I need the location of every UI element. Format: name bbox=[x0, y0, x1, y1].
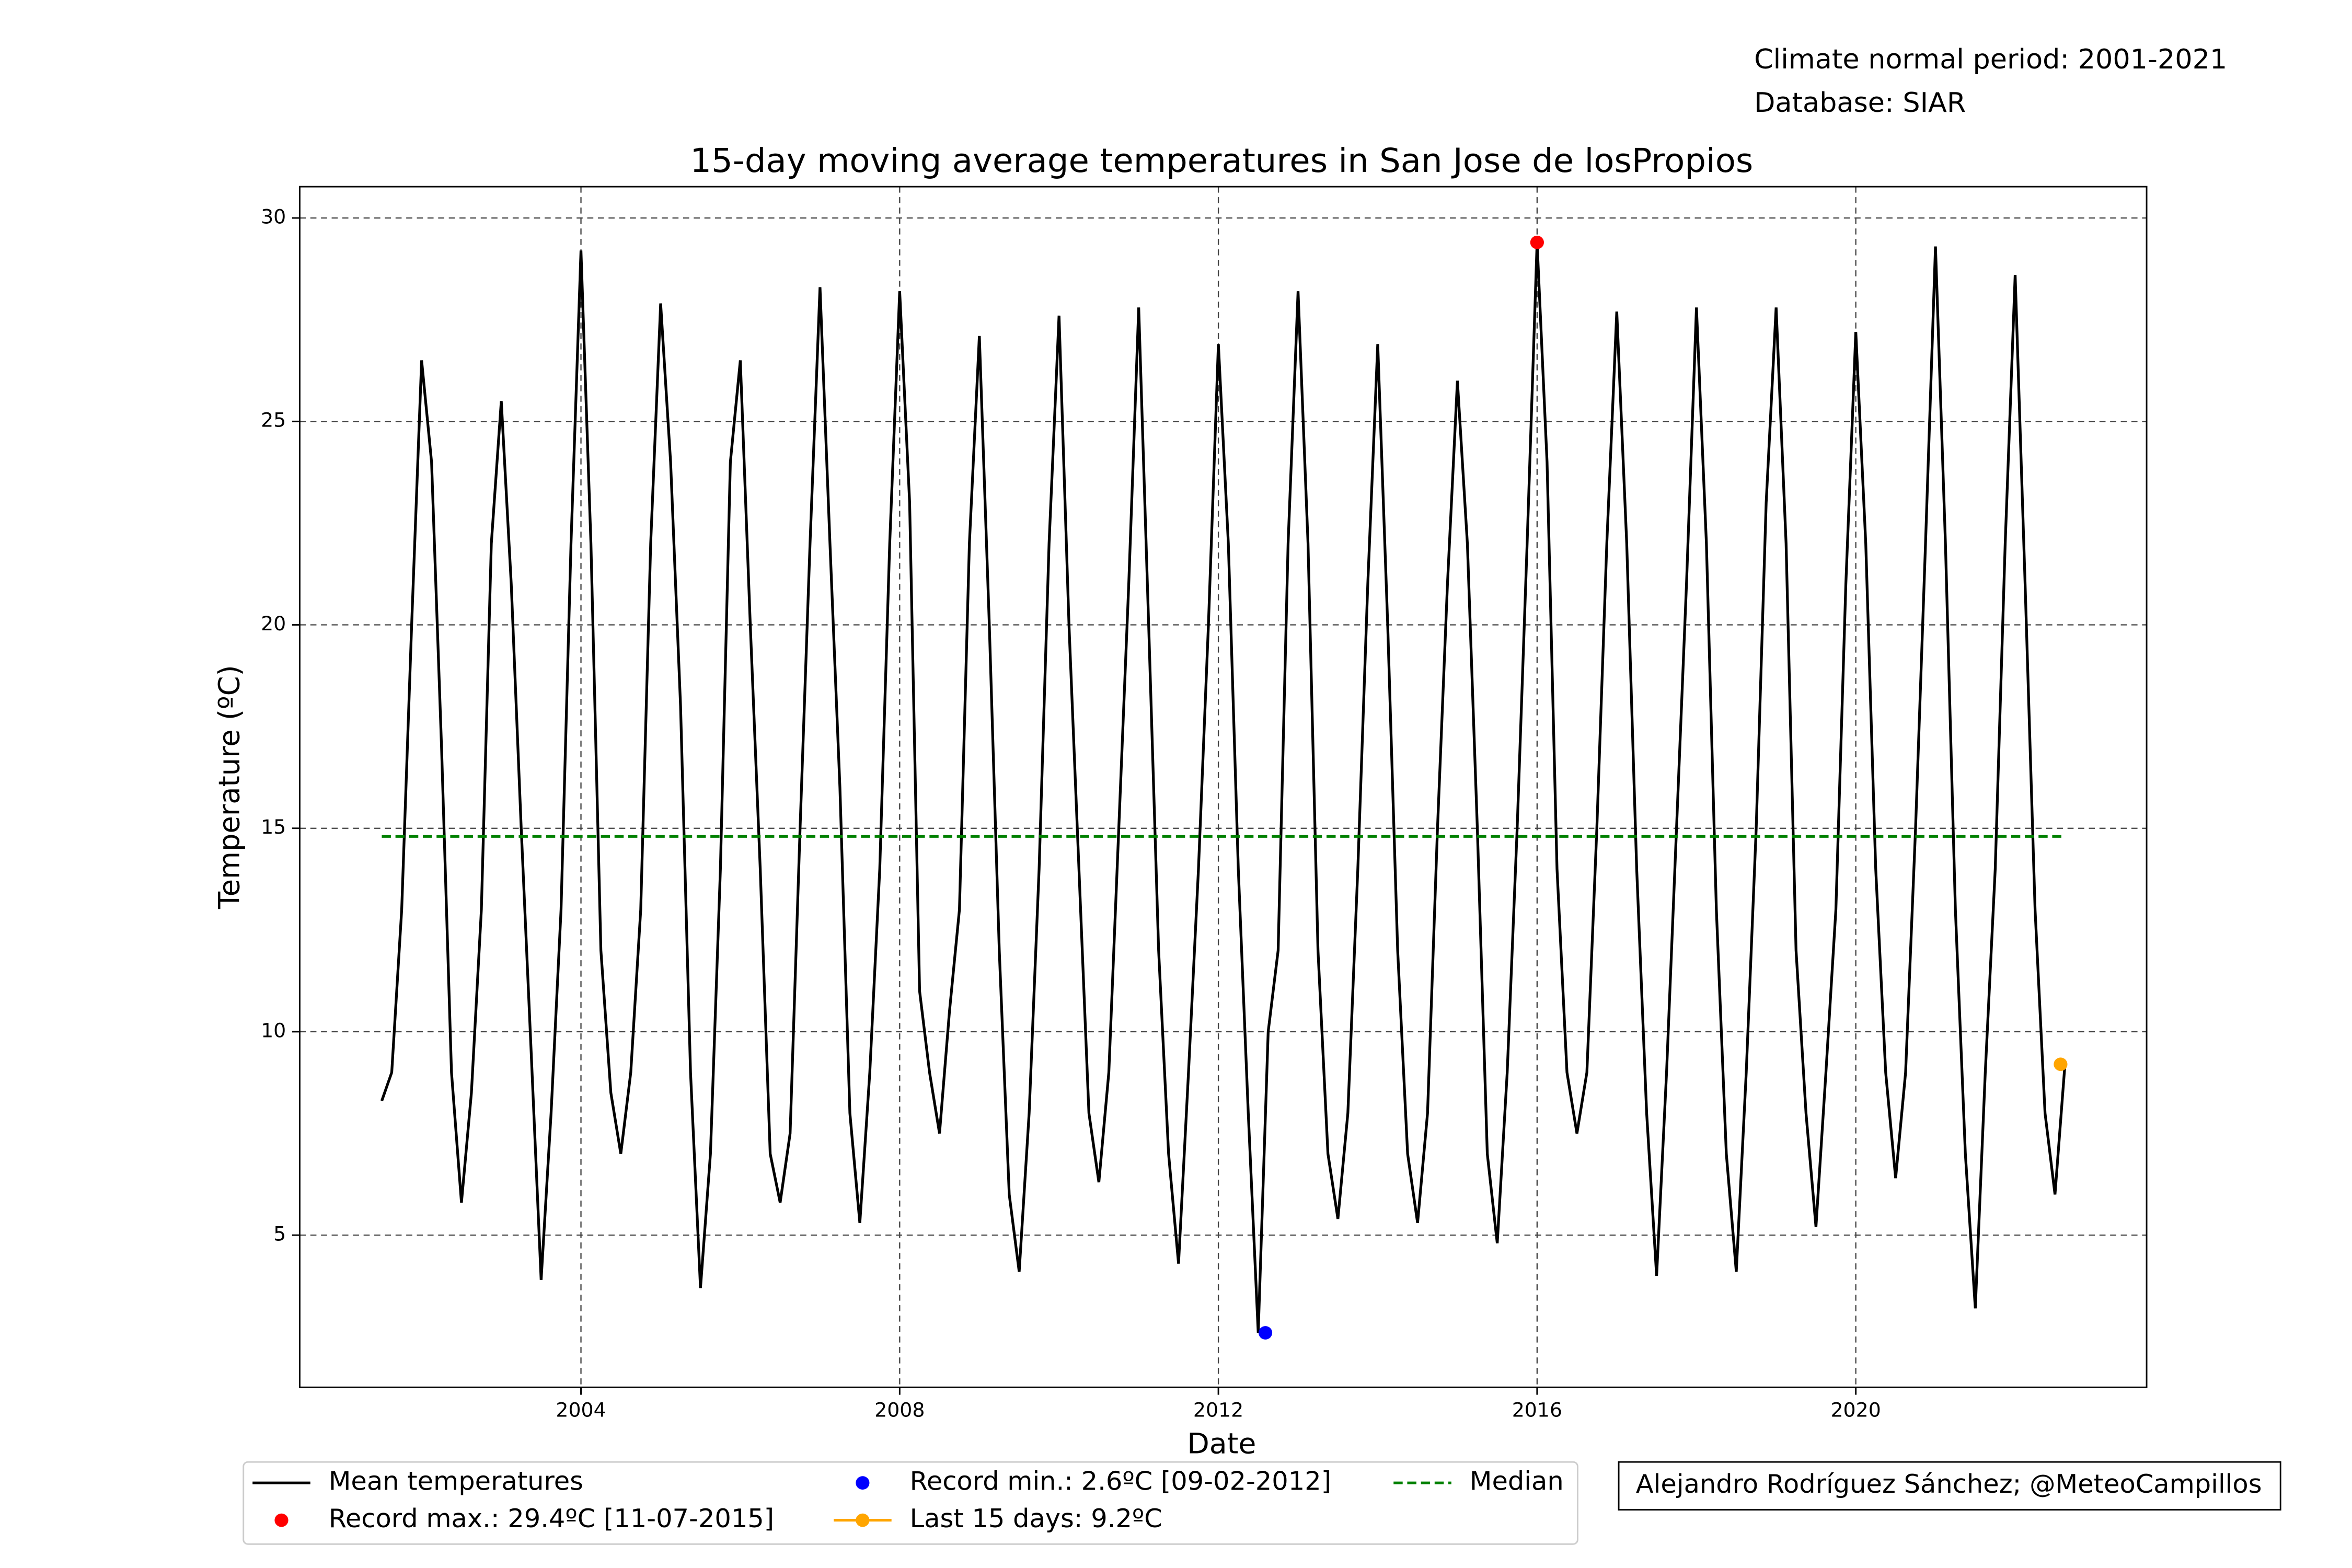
credit-box bbox=[1618, 1461, 2281, 1511]
legend-swatch bbox=[274, 1513, 289, 1527]
legend-box bbox=[243, 1461, 1578, 1545]
note: Database: SIAR bbox=[1754, 87, 1966, 118]
plot-frame bbox=[298, 186, 2148, 1388]
x-tick-label: 2012 bbox=[1193, 1399, 1243, 1422]
x-tick-label: 2020 bbox=[1830, 1399, 1881, 1422]
credit: Alejandro Rodríguez Sánchez; @MeteoCampi… bbox=[1636, 1469, 2262, 1499]
data-point bbox=[1530, 235, 1544, 249]
y-tick-label: 20 bbox=[261, 612, 286, 635]
y-tick-label: 25 bbox=[261, 409, 286, 432]
legend-label: Mean temperatures bbox=[329, 1466, 583, 1496]
x-tick-label: 2008 bbox=[874, 1399, 925, 1422]
data-line bbox=[380, 242, 2067, 1333]
x-axis-label: Date bbox=[1187, 1427, 1256, 1460]
y-tick-label: 10 bbox=[261, 1019, 286, 1042]
chart-title: 15-day moving average temperatures in Sa… bbox=[690, 141, 1753, 179]
note: Climate normal period: 2001-2021 bbox=[1754, 44, 2227, 75]
y-axis-label: Temperature (ºC) bbox=[212, 665, 246, 909]
legend-label: Last 15 days: 9.2ºC bbox=[910, 1503, 1162, 1533]
x-tick-label: 2004 bbox=[556, 1399, 606, 1422]
y-tick-label: 5 bbox=[273, 1223, 286, 1246]
legend-swatch bbox=[856, 1476, 870, 1490]
legend-swatch bbox=[856, 1513, 870, 1527]
x-tick-label: 2016 bbox=[1512, 1399, 1562, 1422]
legend-label: Median bbox=[1470, 1466, 1564, 1496]
data-point bbox=[1258, 1326, 1273, 1340]
data-point bbox=[2054, 1057, 2068, 1071]
y-tick-label: 30 bbox=[261, 205, 286, 228]
legend-label: Record max.: 29.4ºC [11-07-2015] bbox=[329, 1503, 774, 1533]
legend-label: Record min.: 2.6ºC [09-02-2012] bbox=[910, 1466, 1331, 1496]
y-tick-label: 15 bbox=[261, 815, 286, 838]
